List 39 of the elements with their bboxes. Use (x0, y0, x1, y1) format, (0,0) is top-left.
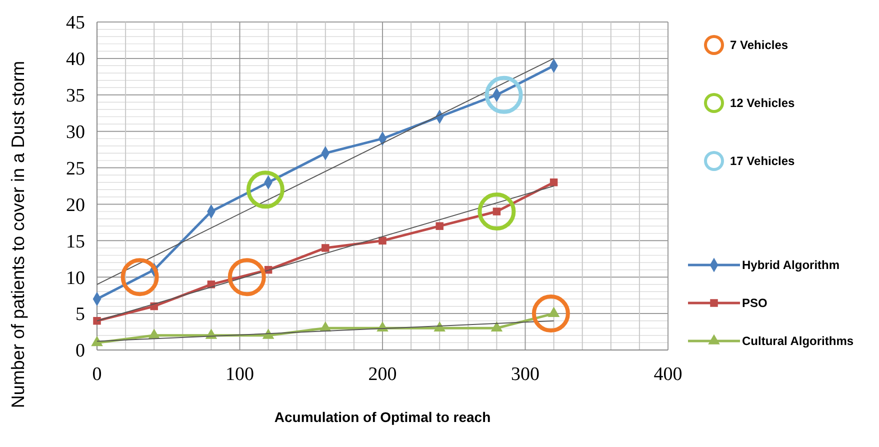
y-axis-title: Number of patients to cover in a Dust storm (8, 60, 28, 408)
point (478, 192, 516, 231)
point (484, 76, 523, 114)
y-tick-label: 20 (66, 194, 85, 216)
point (228, 258, 266, 296)
point (322, 244, 330, 252)
point (436, 222, 444, 230)
x-tick-label: 100 (226, 364, 254, 385)
point (262, 328, 274, 339)
y-tick-label: 10 (66, 268, 85, 289)
legend-label: 7 Vehicles (730, 38, 788, 52)
point (246, 170, 284, 209)
y-tick-label: 0 (76, 340, 85, 362)
point (434, 321, 446, 332)
point (490, 321, 503, 332)
x-axis-title: Acumulation of Optimal to reach (274, 409, 491, 425)
y-tick-label: 35 (66, 86, 85, 107)
legend-label: 17 Vehicles (730, 154, 796, 168)
x-tick-label: 200 (368, 364, 397, 385)
legend-label: 12 Vehicles (730, 96, 796, 110)
y-tick-label: 25 (66, 158, 85, 180)
y-tick-label: 45 (66, 12, 85, 34)
point (550, 178, 558, 186)
legend-label: PSO (742, 296, 768, 310)
x-tick-label: 0 (92, 364, 102, 385)
point (120, 258, 159, 296)
x-tick-label: 400 (654, 364, 682, 385)
y-tick-label: 15 (66, 231, 85, 252)
y-tick-label: 5 (76, 304, 85, 326)
x-tick-label: 300 (511, 364, 540, 385)
point (93, 316, 101, 325)
point (492, 208, 501, 216)
point (532, 294, 570, 333)
legend-label: Cultural Algorithms (742, 334, 854, 348)
y-tick-label: 30 (66, 122, 85, 143)
legend-label: Hybrid Algorithm (742, 258, 840, 272)
point (91, 336, 103, 346)
point (378, 236, 386, 245)
y-tick-label: 40 (66, 49, 85, 70)
